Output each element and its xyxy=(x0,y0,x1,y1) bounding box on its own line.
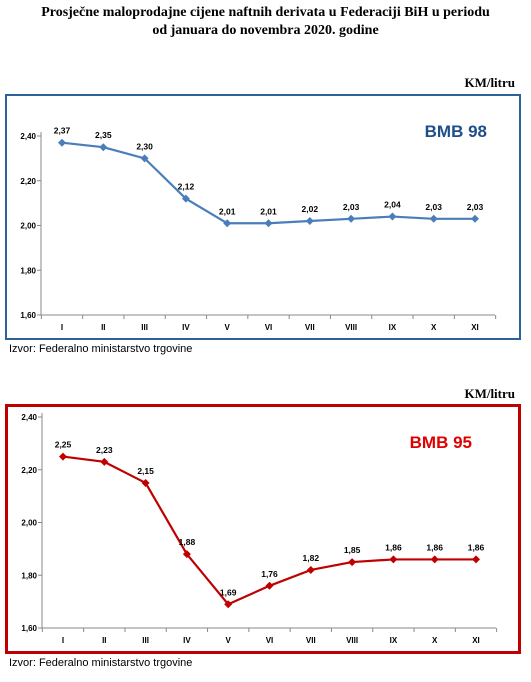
data-point-marker xyxy=(59,452,67,461)
unit-label-bmb95: KM/litru xyxy=(464,386,515,401)
data-point-marker xyxy=(224,600,233,609)
unit-label-bmb98: KM/litru xyxy=(464,75,515,90)
data-label: 2,12 xyxy=(178,182,195,192)
data-label: 2,03 xyxy=(343,202,360,212)
y-tick-label: 2,00 xyxy=(21,519,37,528)
y-tick-label: 1,80 xyxy=(20,266,36,275)
x-tick-label: VIII xyxy=(345,323,357,332)
data-point-marker xyxy=(140,154,149,163)
y-tick-label: 1,80 xyxy=(21,571,37,580)
data-label: 2,02 xyxy=(302,204,319,214)
title-line-2: od januara do novembra 2020. godine xyxy=(152,23,379,38)
data-point-marker xyxy=(58,138,66,147)
y-tick-label: 2,00 xyxy=(20,222,36,231)
x-tick-label: IV xyxy=(183,636,191,645)
x-tick-label: I xyxy=(61,323,63,332)
x-tick-label: XI xyxy=(472,636,480,645)
data-label: 2,03 xyxy=(425,202,442,212)
x-tick-label: VII xyxy=(305,323,315,332)
data-label: 1,86 xyxy=(468,542,485,552)
data-label: 1,88 xyxy=(179,537,196,547)
data-label: 1,76 xyxy=(261,569,278,579)
data-label: 1,86 xyxy=(426,542,443,552)
data-label: 2,04 xyxy=(384,200,401,210)
source-note-bmb95: Izvor: Federalno ministarstvo trgovine xyxy=(9,657,193,669)
line-chart-bmb98: 1,601,802,002,202,40I II III IV V VI VII VIII IX… xyxy=(20,126,497,332)
data-label: 1,85 xyxy=(344,545,361,555)
x-tick-label: VII xyxy=(306,636,316,645)
data-point-marker xyxy=(472,555,480,564)
data-label: 2,03 xyxy=(467,202,484,212)
data-label: 1,86 xyxy=(385,542,402,552)
data-label: 2,37 xyxy=(54,126,71,136)
data-point-marker xyxy=(182,550,191,559)
chart-badge-bmb95: BMB 95 xyxy=(409,433,472,452)
data-label: 2,25 xyxy=(55,440,72,450)
data-point-marker xyxy=(306,565,315,574)
data-point-marker xyxy=(347,214,356,223)
x-tick-label: VI xyxy=(265,323,273,332)
data-label: 2,30 xyxy=(136,141,153,151)
chart-panel-bmb95: 1,60 1,80 2,00 2,20 2,40 I II III IV V VI VII VIII IX… xyxy=(5,404,521,654)
data-label: 2,15 xyxy=(137,466,154,476)
data-point-marker xyxy=(265,581,274,590)
x-tick-label: III xyxy=(142,636,149,645)
data-point-marker xyxy=(264,219,273,228)
data-point-marker xyxy=(348,558,357,567)
x-tick-label: X xyxy=(432,636,438,645)
page-title: Prosječne maloprodajne cijene naftnih de… xyxy=(0,4,531,40)
y-tick-label: 2,40 xyxy=(20,132,36,141)
data-label: 2,35 xyxy=(95,130,112,140)
data-label: 2,01 xyxy=(219,206,236,216)
x-tick-label: I xyxy=(62,636,64,645)
x-tick-label: III xyxy=(141,323,148,332)
x-tick-label: II xyxy=(102,636,106,645)
x-tick-label: IX xyxy=(389,323,397,332)
chart-panel-bmb98: 1,60 1,80 2,00 2,20 2,40 I II III IV V VI VII VIII IX… xyxy=(5,94,521,340)
data-point-marker xyxy=(100,457,109,466)
x-tick-label: V xyxy=(225,323,231,332)
x-tick-label: IX xyxy=(390,636,398,645)
data-point-marker xyxy=(389,555,398,564)
line-chart-bmb95: 1,601,802,002,202,40I II III IV V VI VII VIII IX… xyxy=(21,413,498,645)
data-label: 1,82 xyxy=(303,553,320,563)
x-tick-label: II xyxy=(101,323,105,332)
x-tick-label: IV xyxy=(182,323,190,332)
x-tick-label: VI xyxy=(266,636,274,645)
data-point-marker xyxy=(388,212,397,221)
data-point-marker xyxy=(430,555,439,564)
chart-badge-bmb98: BMB 98 xyxy=(424,122,487,141)
y-tick-label: 2,20 xyxy=(21,466,37,475)
data-point-marker xyxy=(181,194,190,203)
y-tick-label: 2,20 xyxy=(20,177,36,186)
data-point-marker xyxy=(429,214,438,223)
x-tick-label: VIII xyxy=(346,636,358,645)
x-tick-label: X xyxy=(431,323,437,332)
y-tick-label: 1,60 xyxy=(20,311,36,320)
x-tick-label: XI xyxy=(471,323,479,332)
data-point-marker xyxy=(305,217,314,226)
y-tick-label: 1,60 xyxy=(21,624,37,633)
data-label: 1,69 xyxy=(220,587,237,597)
data-label: 2,01 xyxy=(260,206,277,216)
data-label: 2,23 xyxy=(96,445,113,455)
y-tick-label: 2,40 xyxy=(21,413,37,422)
data-point-marker xyxy=(141,478,150,487)
x-tick-label: V xyxy=(226,636,232,645)
data-point-marker xyxy=(223,219,232,228)
data-point-marker xyxy=(99,143,108,152)
title-line-1: Prosječne maloprodajne cijene naftnih de… xyxy=(41,5,490,20)
data-point-marker xyxy=(471,214,479,223)
source-note-bmb98: Izvor: Federalno ministarstvo trgovine xyxy=(9,343,193,355)
